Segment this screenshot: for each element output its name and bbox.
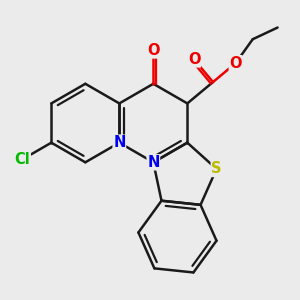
Text: S: S <box>211 161 222 176</box>
Text: N: N <box>113 135 125 150</box>
Text: O: O <box>188 52 200 67</box>
Text: O: O <box>147 43 160 58</box>
Text: N: N <box>147 155 160 170</box>
Text: O: O <box>230 56 242 71</box>
Text: Cl: Cl <box>14 152 30 167</box>
